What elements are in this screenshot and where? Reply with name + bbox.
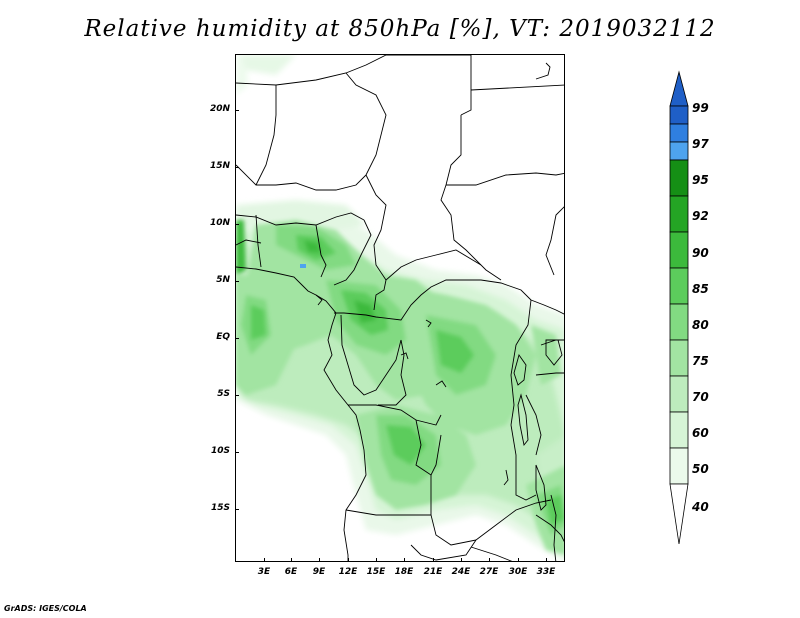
colorbar-label-90: 90 <box>692 246 709 260</box>
lon-label-27e: 27E <box>479 567 499 577</box>
lat-tick <box>235 110 239 111</box>
lat-tick <box>235 338 239 339</box>
lat-label-15n: 15N <box>209 161 230 171</box>
lat-tick <box>235 452 239 453</box>
colorbar-label-70: 70 <box>692 390 709 404</box>
colorbar-segment-90 <box>669 195 689 233</box>
colorbar-label-97: 97 <box>692 137 709 151</box>
colorbar-label-92: 92 <box>692 209 709 223</box>
lon-label-18e: 18E <box>394 567 414 577</box>
colorbar-label-40: 40 <box>692 500 709 514</box>
high-humidity-patch <box>300 264 306 268</box>
colorbar-label-95: 95 <box>692 173 709 187</box>
lat-tick <box>235 395 239 396</box>
lon-tick <box>376 558 377 562</box>
lon-tick <box>489 558 490 562</box>
colorbar-label-50: 50 <box>692 462 709 476</box>
lon-tick <box>291 558 292 562</box>
lon-label-24e: 24E <box>451 567 471 577</box>
lon-label-30e: 30E <box>508 567 528 577</box>
lat-label-eq: EQ <box>216 332 230 342</box>
colorbar-segment-40 <box>669 447 689 485</box>
colorbar-label-60: 60 <box>692 426 709 440</box>
colorbar-segment-99 <box>669 105 689 125</box>
lon-label-21e: 21E <box>423 567 443 577</box>
lat-tick <box>235 281 239 282</box>
lon-tick <box>348 558 349 562</box>
colorbar-segment-85 <box>669 231 689 269</box>
lon-label-12e: 12E <box>338 567 358 577</box>
lon-label-33e: 33E <box>536 567 556 577</box>
lon-tick <box>433 558 434 562</box>
lat-label-5n: 5N <box>216 275 230 285</box>
lat-label-20n: 20N <box>209 104 230 114</box>
humidity-field-dark <box>236 220 564 525</box>
lon-label-6e: 6E <box>284 567 298 577</box>
lon-label-15e: 15E <box>366 567 386 577</box>
lon-label-3e: 3E <box>257 567 271 577</box>
lon-tick <box>319 558 320 562</box>
colorbar-segment-50 <box>669 411 689 449</box>
colorbar-label-85: 85 <box>692 282 709 296</box>
colorbar-segment-60 <box>669 375 689 413</box>
lon-tick <box>404 558 405 562</box>
humidity-map <box>236 55 564 561</box>
lat-tick <box>235 509 239 510</box>
colorbar-label-99: 99 <box>692 101 709 115</box>
colorbar-segment-75 <box>669 303 689 341</box>
lon-label-9e: 9E <box>312 567 326 577</box>
colorbar-segment-95 <box>669 141 689 161</box>
lat-label-10s: 10S <box>210 446 230 456</box>
lon-tick <box>264 558 265 562</box>
colorbar-segment-70 <box>669 339 689 377</box>
grads-credit: GrADS: IGES/COLA <box>4 604 87 613</box>
map-panel <box>235 54 565 562</box>
colorbar-label-75: 75 <box>692 354 709 368</box>
lat-label-5s: 5S <box>217 389 230 399</box>
country-borders <box>236 55 564 561</box>
lon-tick <box>518 558 519 562</box>
colorbar-segment-97 <box>669 123 689 143</box>
lat-tick <box>235 167 239 168</box>
colorbar-top-arrow <box>669 70 689 107</box>
lon-tick <box>546 558 547 562</box>
colorbar-bottom-arrow <box>669 483 689 545</box>
lat-tick <box>235 224 239 225</box>
colorbar-segment-92 <box>669 159 689 197</box>
lon-tick <box>461 558 462 562</box>
map-title: Relative humidity at 850hPa [%], VT: 201… <box>84 16 716 42</box>
colorbar-label-80: 80 <box>692 318 709 332</box>
colorbar-segment-80 <box>669 267 689 305</box>
colorbar <box>669 70 689 545</box>
lat-label-15s: 15S <box>210 503 230 513</box>
lat-label-10n: 10N <box>209 218 230 228</box>
